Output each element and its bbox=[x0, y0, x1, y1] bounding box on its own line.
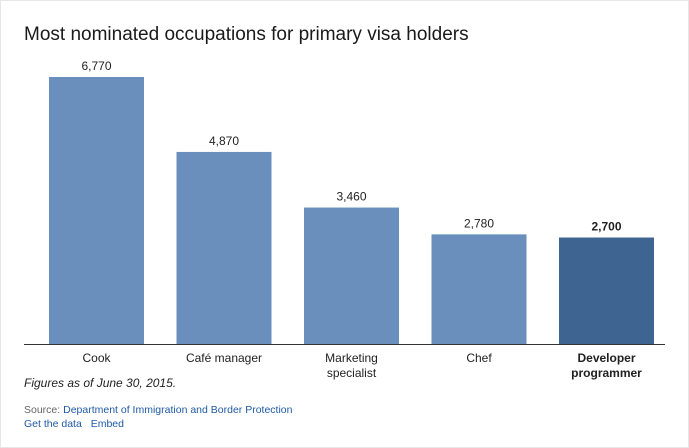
category-label: Café manager bbox=[186, 351, 262, 365]
bar bbox=[431, 234, 527, 344]
bar bbox=[49, 77, 144, 344]
footer-links: Get the data Embed bbox=[24, 418, 124, 430]
data-label: 3,460 bbox=[336, 190, 366, 204]
data-label: 4,870 bbox=[209, 134, 239, 148]
bar bbox=[176, 151, 272, 344]
source-link[interactable]: Department of Immigration and Border Pro… bbox=[63, 404, 293, 416]
category-label: Cook bbox=[82, 351, 111, 365]
source-label: Source: bbox=[24, 404, 64, 416]
bar bbox=[559, 237, 654, 344]
chart-title: Most nominated occupations for primary v… bbox=[24, 24, 469, 45]
bar bbox=[304, 207, 399, 344]
data-label: 2,780 bbox=[464, 216, 494, 230]
data-label: 2,700 bbox=[591, 220, 621, 234]
embed-link[interactable]: Embed bbox=[90, 418, 124, 430]
footnote: Figures as of June 30, 2015. bbox=[24, 376, 177, 390]
category-label: Developer programmer bbox=[571, 351, 642, 380]
data-label: 6,770 bbox=[81, 59, 111, 73]
source-line: Source: Department of Immigration and Bo… bbox=[24, 404, 292, 416]
get-data-link[interactable]: Get the data bbox=[24, 418, 82, 430]
category-label: Chef bbox=[466, 351, 492, 365]
category-label: Marketing specialist bbox=[325, 351, 378, 380]
